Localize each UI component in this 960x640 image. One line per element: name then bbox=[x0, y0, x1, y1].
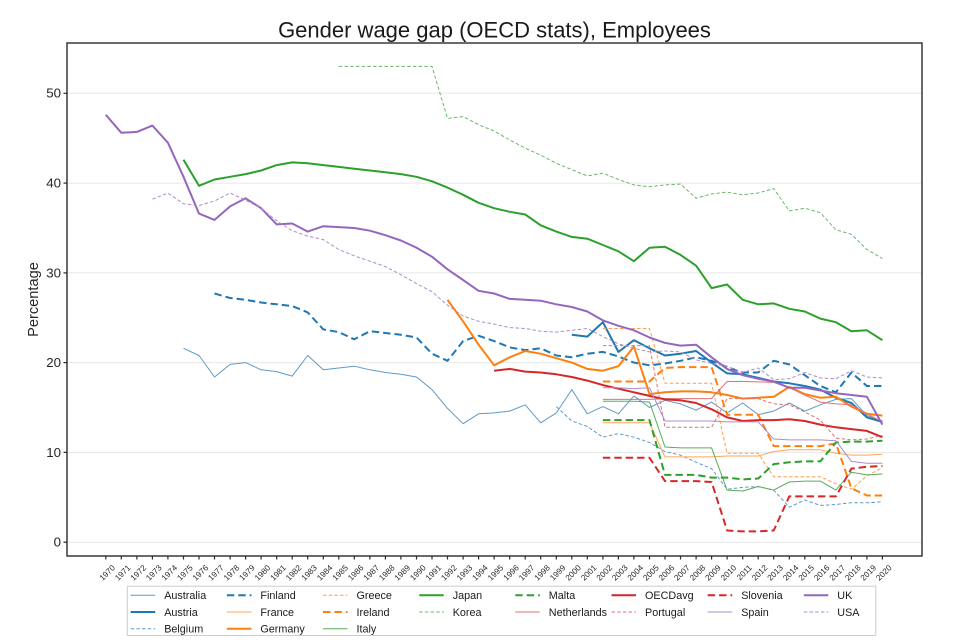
svg-text:UK: UK bbox=[837, 590, 853, 602]
svg-text:Finland: Finland bbox=[260, 590, 295, 602]
svg-text:Japan: Japan bbox=[453, 590, 482, 602]
svg-text:Portugal: Portugal bbox=[645, 607, 685, 619]
svg-text:30: 30 bbox=[46, 265, 61, 280]
svg-text:50: 50 bbox=[46, 86, 61, 101]
svg-text:40: 40 bbox=[46, 176, 61, 191]
svg-text:Italy: Italy bbox=[357, 624, 377, 636]
svg-text:Greece: Greece bbox=[357, 590, 392, 602]
svg-text:Slovenia: Slovenia bbox=[741, 590, 782, 602]
svg-text:Ireland: Ireland bbox=[357, 607, 390, 619]
svg-text:0: 0 bbox=[54, 535, 61, 550]
svg-text:20: 20 bbox=[46, 355, 61, 370]
svg-text:Korea: Korea bbox=[453, 607, 482, 619]
svg-text:10: 10 bbox=[46, 445, 61, 460]
svg-text:Spain: Spain bbox=[741, 607, 769, 619]
svg-text:Netherlands: Netherlands bbox=[549, 607, 608, 619]
svg-text:Gender wage gap (OECD stats),: Gender wage gap (OECD stats), Employees bbox=[278, 18, 711, 43]
svg-text:Malta: Malta bbox=[549, 590, 575, 602]
svg-text:Australia: Australia bbox=[164, 590, 206, 602]
svg-text:OECDavg: OECDavg bbox=[645, 590, 694, 602]
svg-text:Austria: Austria bbox=[164, 607, 198, 619]
svg-text:USA: USA bbox=[837, 607, 860, 619]
svg-text:France: France bbox=[260, 607, 294, 619]
svg-text:Belgium: Belgium bbox=[164, 624, 203, 636]
svg-text:Germany: Germany bbox=[260, 624, 305, 636]
svg-text:Percentage: Percentage bbox=[26, 262, 42, 337]
